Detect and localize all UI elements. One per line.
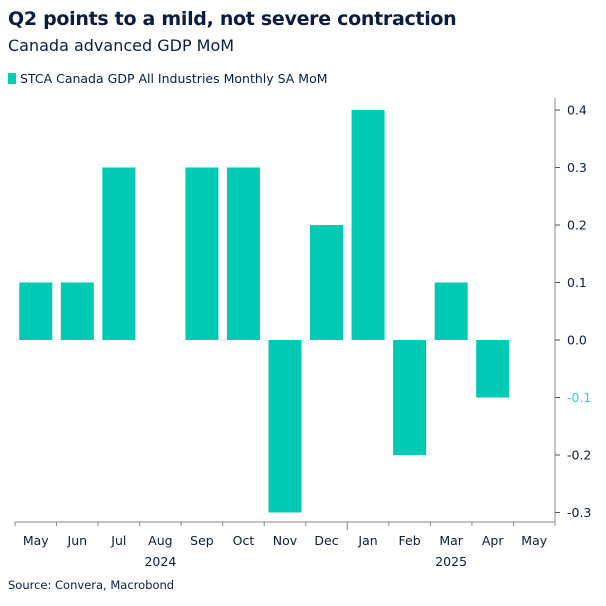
bar-nov-6 [268,340,302,513]
x-tick-label: May [521,533,547,548]
x-tick-label: Nov [273,533,298,548]
x-tick-label: May [23,533,49,548]
x-tick-label: Aug [148,533,172,548]
bar-jun-1 [60,282,94,340]
bar-jan-8 [351,110,385,340]
bar-oct-5 [226,167,260,340]
y-tick-label: 0.3 [567,160,587,175]
y-tick-label: 0.1 [567,275,587,290]
bar-dec-7 [310,225,344,340]
bar-jul-2 [102,167,136,340]
y-tick-label: -0.1 [567,390,591,405]
y-tick-label: 0.4 [567,103,587,118]
x-tick-label: Mar [439,533,463,548]
legend-swatch [8,73,16,84]
bar-apr-11 [476,340,510,398]
legend-label: STCA Canada GDP All Industries Monthly S… [20,71,328,86]
bar-mar-10 [434,282,468,340]
x-tick-label: Jul [110,533,126,548]
x-tick-label: Feb [399,533,421,548]
y-tick-label: -0.3 [567,505,591,520]
bar-feb-9 [393,340,427,455]
x-tick-label: Jun [67,533,88,548]
y-tick-label: -0.2 [567,448,591,463]
y-tick-label: 0.0 [567,333,587,348]
y-tick-label: 0.2 [567,218,587,233]
source-note: Source: Convera, Macrobond [8,578,175,592]
chart-title: Q2 points to a mild, not severe contract… [8,8,457,30]
x-tick-label: Apr [482,533,504,548]
x-tick-label: Jan [357,533,377,548]
bar-may-0 [19,282,53,340]
bar-sep-4 [185,167,219,340]
x-tick-label: Dec [314,533,338,548]
x-tick-label: Oct [233,533,255,548]
year-label: 2025 [435,554,467,569]
year-label: 2024 [144,554,176,569]
legend: STCA Canada GDP All Industries Monthly S… [8,71,328,86]
chart-subtitle: Canada advanced GDP MoM [8,36,235,55]
x-tick-label: Sep [190,533,214,548]
